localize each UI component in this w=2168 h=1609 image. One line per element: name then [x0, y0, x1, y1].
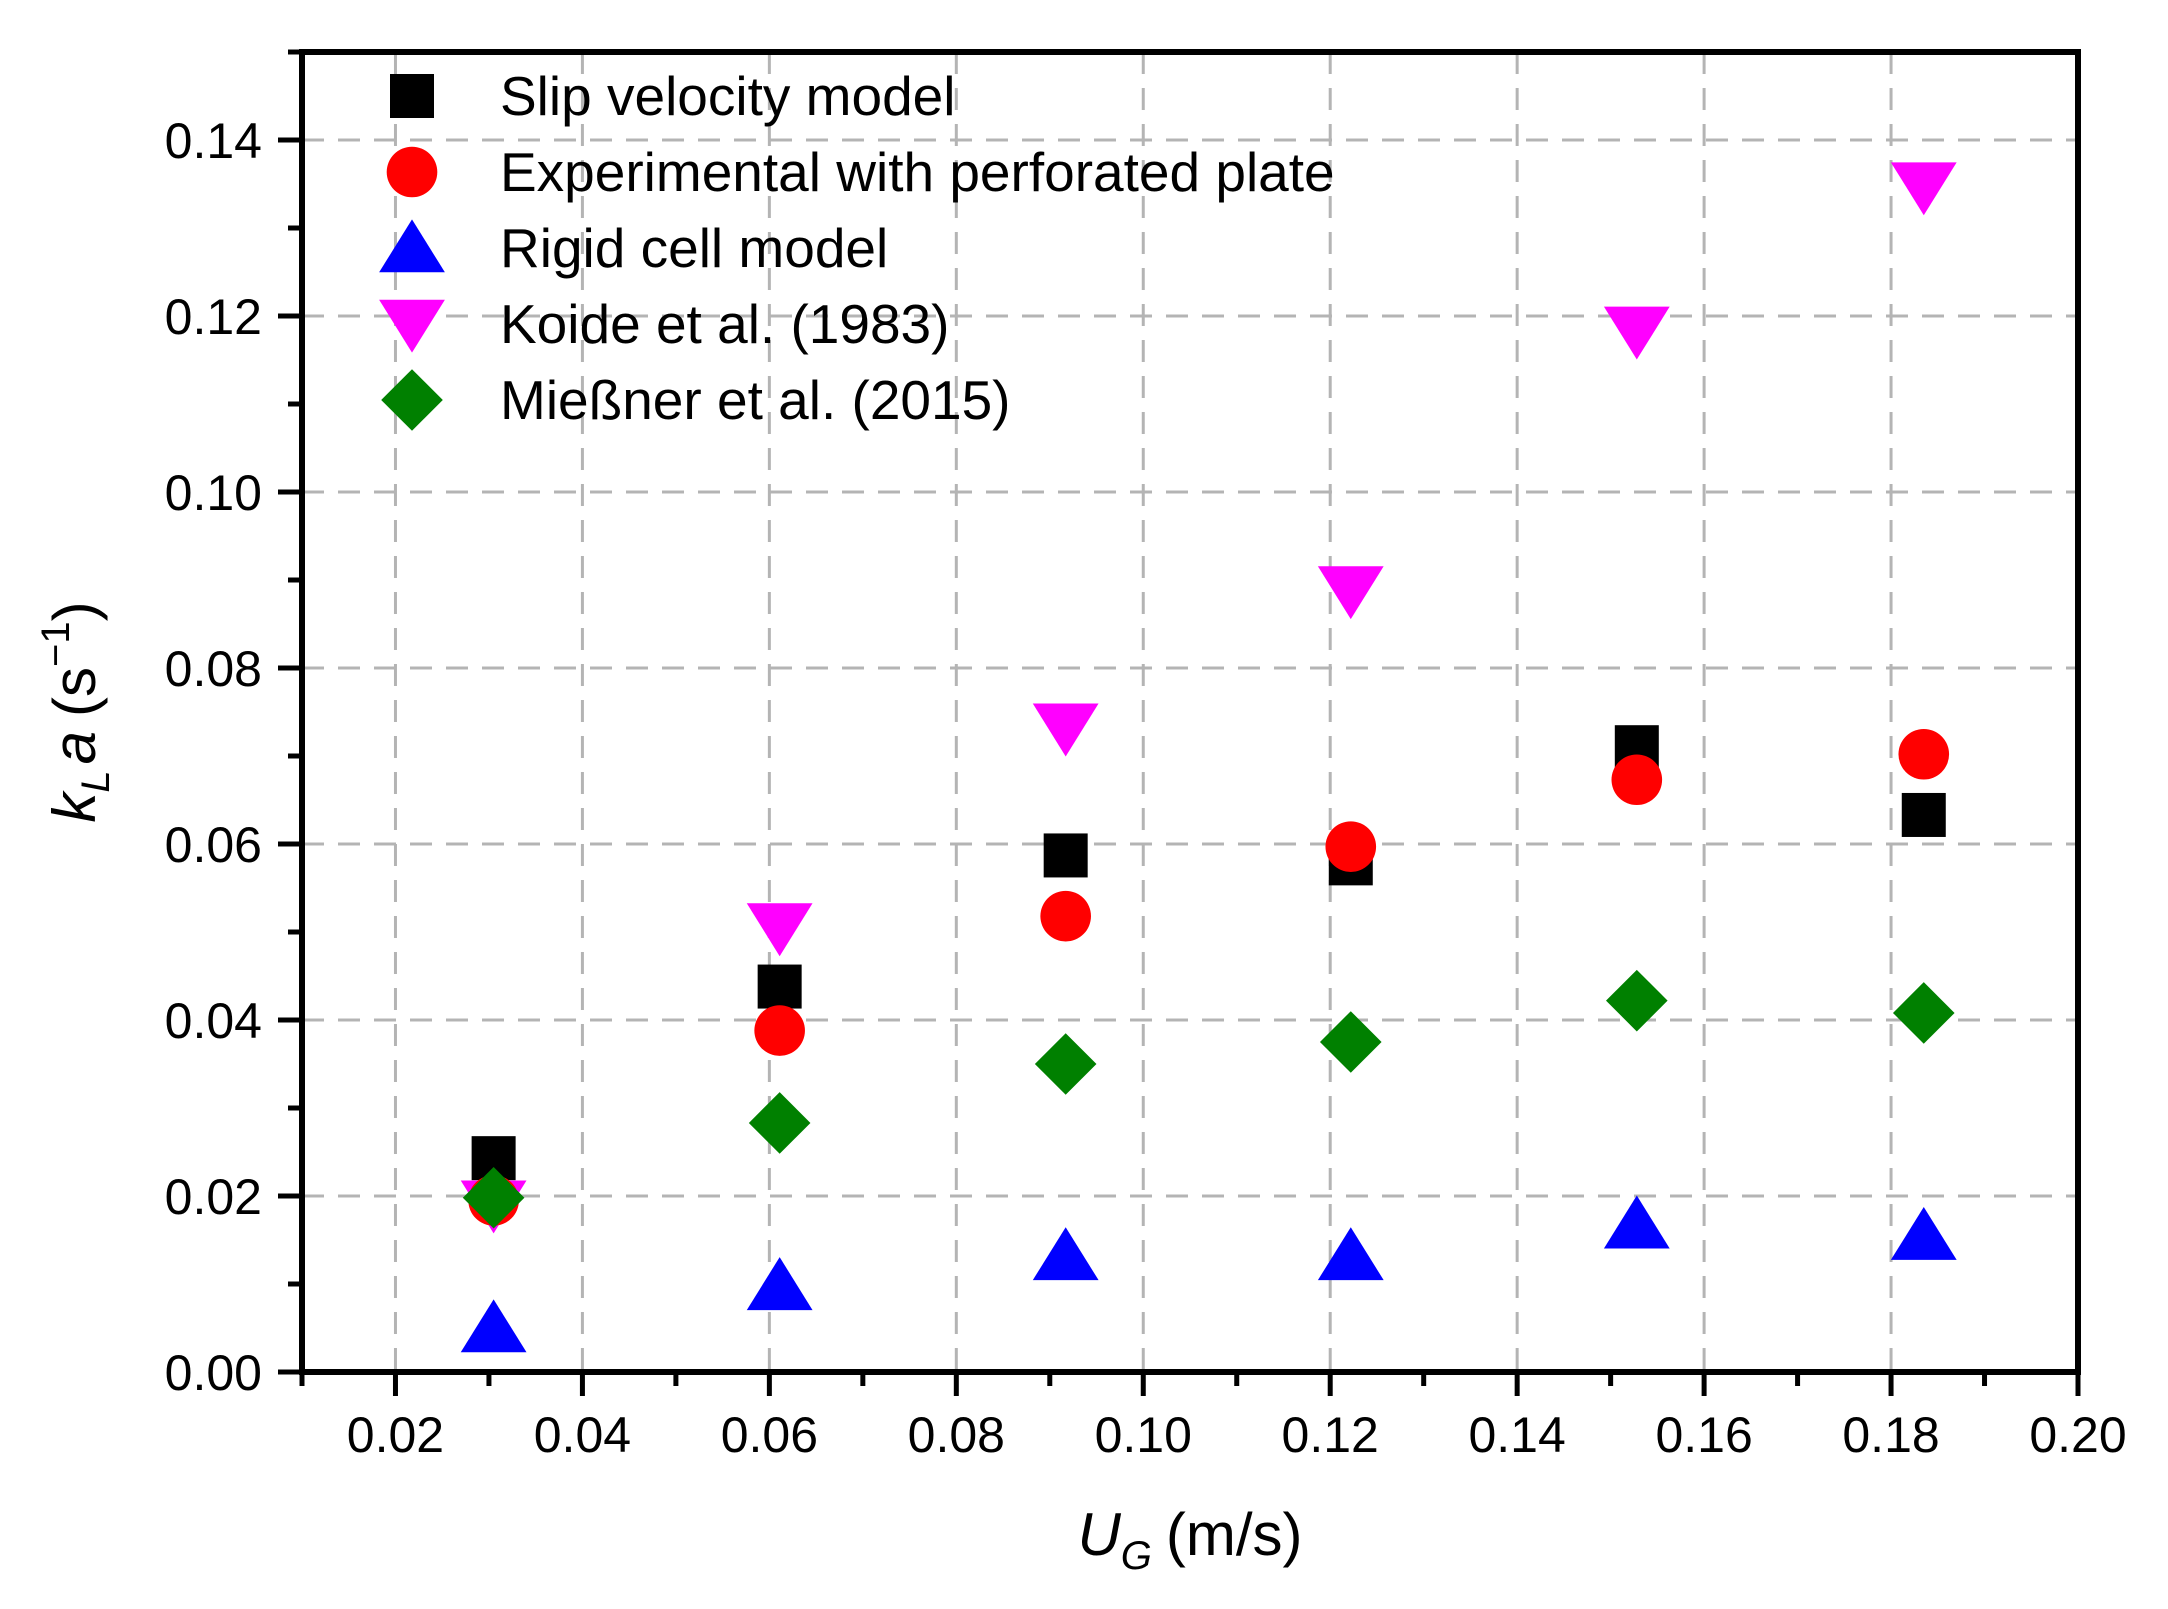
- data-point: [1317, 566, 1384, 620]
- data-point: [746, 903, 813, 957]
- x-axis-title: UG (m/s): [1077, 1501, 1302, 1578]
- data-point: [1901, 792, 1946, 837]
- series-diamond: [462, 969, 1955, 1229]
- x-tick-label: 0.16: [1655, 1407, 1752, 1463]
- x-tick-label: 0.12: [1282, 1407, 1379, 1463]
- data-point: [1032, 703, 1099, 757]
- data-point: [1611, 754, 1663, 806]
- x-tick-label: 0.10: [1095, 1407, 1192, 1463]
- legend-label: Mießner et al. (2015): [500, 369, 1011, 431]
- y-axis-title: kLa (s−1): [34, 601, 118, 822]
- y-tick-label: 0.12: [165, 289, 262, 345]
- series-triangle-up: [460, 1195, 1957, 1353]
- y-tick-label: 0.00: [165, 1345, 262, 1401]
- x-axis-title-main: U: [1077, 1501, 1121, 1568]
- data-point: [1032, 1227, 1099, 1281]
- data-point: [462, 1166, 525, 1229]
- data-point: [748, 1092, 811, 1154]
- y-tick-label: 0.14: [165, 113, 262, 169]
- y-axis-title-main: k: [41, 790, 108, 823]
- legend-marker: [379, 299, 445, 353]
- x-tick-label: 0.04: [534, 1407, 631, 1463]
- data-point: [1898, 728, 1950, 780]
- y-tick-label: 0.04: [165, 993, 262, 1049]
- series-circle: [468, 728, 1950, 1226]
- y-tick-label: 0.02: [165, 1169, 262, 1225]
- legend-label: Rigid cell model: [500, 217, 888, 279]
- y-tick-label: 0.10: [165, 465, 262, 521]
- data-point: [1043, 833, 1088, 878]
- x-axis-title-sub: G: [1121, 1534, 1152, 1578]
- series-square: [471, 725, 1946, 1181]
- legend-marker: [386, 146, 438, 198]
- data-points: [460, 162, 1957, 1353]
- data-point: [1890, 1207, 1957, 1260]
- legend-marker: [379, 219, 445, 273]
- plot-frame: [299, 49, 2081, 1375]
- data-point: [1892, 982, 1955, 1044]
- data-point: [1606, 969, 1668, 1032]
- data-point: [460, 1299, 527, 1353]
- data-point: [1603, 1195, 1670, 1249]
- x-tick-label: 0.14: [1468, 1407, 1565, 1463]
- grid: [302, 52, 2078, 1372]
- legend-label: Koide et al. (1983): [500, 293, 949, 355]
- y-tick-label: 0.08: [165, 641, 262, 697]
- x-tick-label: 0.02: [347, 1407, 444, 1463]
- y-axis-title-unit-open: (s: [41, 667, 108, 717]
- legend-marker: [390, 74, 434, 118]
- y-axis-title-main2: a: [41, 731, 108, 764]
- data-point: [1325, 821, 1377, 872]
- legend-marker: [381, 369, 443, 431]
- data-point: [757, 964, 802, 1009]
- x-tick-label: 0.20: [2029, 1407, 2126, 1463]
- x-axis-title-unit: (m/s): [1166, 1501, 1303, 1568]
- data-point: [1890, 162, 1957, 216]
- legend: Slip velocity model Experimental with per…: [379, 65, 1335, 431]
- legend-label: Experimental with perforated plate: [500, 141, 1335, 203]
- legend-label: Slip velocity model: [500, 65, 955, 127]
- data-point: [754, 1005, 805, 1056]
- data-point: [1040, 890, 1091, 942]
- x-tick-label: 0.08: [908, 1407, 1005, 1463]
- axis-ticks: 0.02 0.04 0.06 0.08 0.10 0.12 0.14 0.16 0.18 0.20…: [165, 49, 2127, 1463]
- y-axis-title-unit-close: ): [41, 601, 108, 621]
- x-tick-label: 0.06: [721, 1407, 818, 1463]
- y-axis-title-unit-sup: −1: [34, 621, 78, 667]
- data-point: [1317, 1227, 1384, 1281]
- x-tick-label: 0.18: [1842, 1407, 1939, 1463]
- data-point: [746, 1257, 813, 1311]
- y-tick-label: 0.06: [165, 817, 262, 873]
- data-point: [1319, 1011, 1382, 1073]
- y-axis-title-sub: L: [74, 770, 118, 792]
- data-point: [1034, 1033, 1097, 1095]
- data-point: [1603, 306, 1670, 360]
